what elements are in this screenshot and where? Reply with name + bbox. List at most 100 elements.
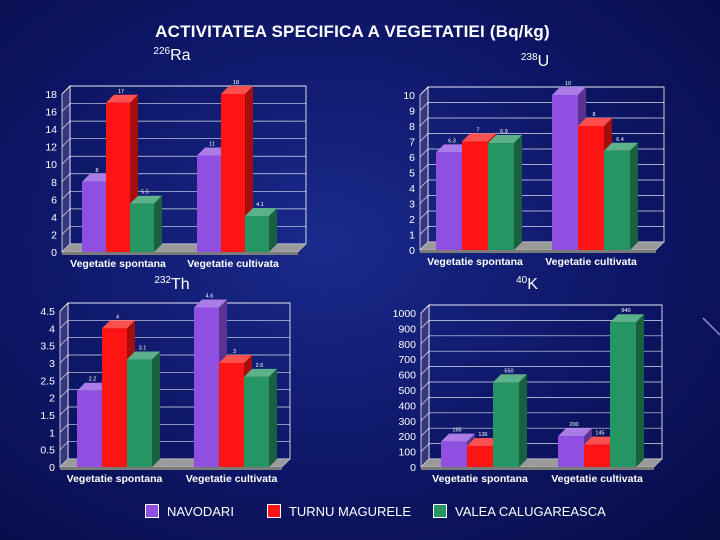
gridline	[419, 102, 664, 111]
y-tick-label: 700	[398, 354, 416, 366]
data-label: 136	[478, 432, 487, 438]
gridline	[59, 354, 290, 364]
bar-front	[197, 155, 221, 252]
gridline	[420, 412, 662, 422]
data-label: 4.1	[256, 202, 264, 208]
bar-top	[462, 133, 496, 142]
bar-front	[584, 444, 610, 467]
bar-top	[604, 142, 638, 151]
data-label: 6.3	[448, 138, 456, 144]
y-tick-label: 7	[409, 137, 415, 149]
bar	[604, 142, 638, 250]
y-tick-label: 4	[409, 183, 415, 195]
main-title: ACTIVITATEA SPECIFICA A VEGETATIEI (Bq/k…	[155, 22, 550, 41]
bar-front	[244, 376, 269, 467]
bar-front	[604, 150, 630, 250]
legend: NAVODARI TURNU MAGURELE VALEA CALUGAREAS…	[145, 503, 628, 519]
gridline	[419, 133, 664, 142]
gridline	[420, 397, 662, 406]
data-label: 6.9	[500, 129, 508, 135]
bar-top	[488, 135, 522, 144]
y-tick-label: 2	[49, 393, 55, 405]
x-category-label: Vegetatie cultivata	[186, 473, 278, 485]
bar	[488, 135, 522, 250]
y-tick-label: 6	[409, 152, 415, 164]
bar-top	[221, 86, 253, 94]
bar-front	[102, 328, 127, 467]
chart-title-element: K	[527, 276, 538, 293]
bar-front	[219, 363, 244, 467]
bar-side	[630, 142, 638, 250]
bar	[127, 351, 160, 467]
bar	[221, 86, 253, 252]
bar-front	[82, 181, 106, 252]
y-tick-label: 500	[398, 385, 416, 397]
data-label: 8	[95, 168, 98, 174]
legend-item-valea-calugareasca: VALEA CALUGAREASCA	[433, 504, 606, 519]
legend-label-valea-calugareasca: VALEA CALUGAREASCA	[455, 503, 606, 519]
y-tick-label: 1.5	[40, 410, 55, 422]
chart-title-element: U	[538, 53, 550, 70]
gridline	[420, 320, 662, 329]
bar	[244, 368, 277, 467]
y-tick-label: 1000	[393, 308, 417, 320]
x-category-label: Vegetatie cultivata	[545, 256, 637, 268]
bar	[610, 314, 644, 467]
data-label: 5.5	[141, 190, 149, 196]
bar-top	[244, 368, 277, 377]
bar-top	[436, 144, 470, 153]
data-label: 8	[592, 112, 595, 118]
y-tick-label: 2	[409, 214, 415, 226]
bar	[493, 374, 527, 467]
bar	[130, 195, 162, 252]
y-tick-label: 0.5	[40, 445, 55, 457]
y-tick-label: 200	[398, 431, 416, 443]
legend-label-navodari: NAVODARI	[167, 503, 234, 519]
y-tick-label: 3	[409, 199, 415, 211]
x-category-label: Vegetatie cultivata	[551, 473, 643, 485]
bar-side	[519, 374, 527, 467]
bar-front	[610, 322, 636, 467]
legend-swatch-turnu-magurele	[266, 504, 281, 518]
bar-front	[467, 446, 493, 467]
bar-top	[102, 320, 135, 329]
y-tick-label: 8	[51, 177, 57, 189]
data-label: 940	[621, 308, 630, 314]
legend-swatch-navodari	[145, 504, 159, 518]
bar-side	[269, 368, 277, 467]
chart-title: 238U	[521, 52, 549, 70]
chart-panel-1: 226Ra 0 2 4 6 8 10 12 14 16 18 8 11 17 18 5.5 4.1 Vegetat…	[45, 46, 307, 270]
bar-front	[106, 102, 130, 253]
y-tick-label: 800	[398, 339, 416, 351]
bar-front	[221, 94, 245, 252]
x-category-label: Vegetatie spontana	[427, 256, 523, 268]
y-tick-label: 600	[398, 370, 416, 382]
y-tick-label: 10	[45, 159, 57, 171]
data-label: 18	[233, 80, 239, 86]
gridline	[420, 366, 662, 375]
bar-front	[578, 126, 604, 250]
data-label: 4.6	[206, 294, 214, 300]
gridline	[59, 337, 290, 346]
gridline	[420, 350, 662, 360]
y-tick-label: 6	[51, 194, 57, 206]
legend-swatch-valea-calugareasca	[433, 504, 448, 518]
bar-top	[127, 351, 160, 360]
bar-top	[552, 87, 586, 95]
bar-side	[636, 314, 644, 467]
y-tick-label: 4	[49, 323, 55, 335]
bar-front	[436, 152, 462, 250]
y-tick-label: 9	[409, 106, 415, 118]
chart-title-isotope-number: 238	[521, 52, 538, 63]
chart-title: 226Ra	[153, 46, 190, 64]
bar-top	[578, 118, 612, 126]
x-category-label: Vegetatie spontana	[70, 258, 166, 270]
bar-top	[194, 299, 227, 308]
gridline	[419, 86, 664, 96]
gridline	[420, 304, 662, 314]
y-tick-label: 1	[409, 230, 415, 242]
gridline	[420, 335, 662, 345]
y-tick-label: 0	[410, 462, 416, 474]
chart-panel-3: 232Th 0 0.5 1 1.5 2 2.5 3 3.5 4 4.5 2.2 4.6 4 3 3.1 2.6 V…	[40, 275, 291, 485]
bar-top	[584, 436, 618, 445]
